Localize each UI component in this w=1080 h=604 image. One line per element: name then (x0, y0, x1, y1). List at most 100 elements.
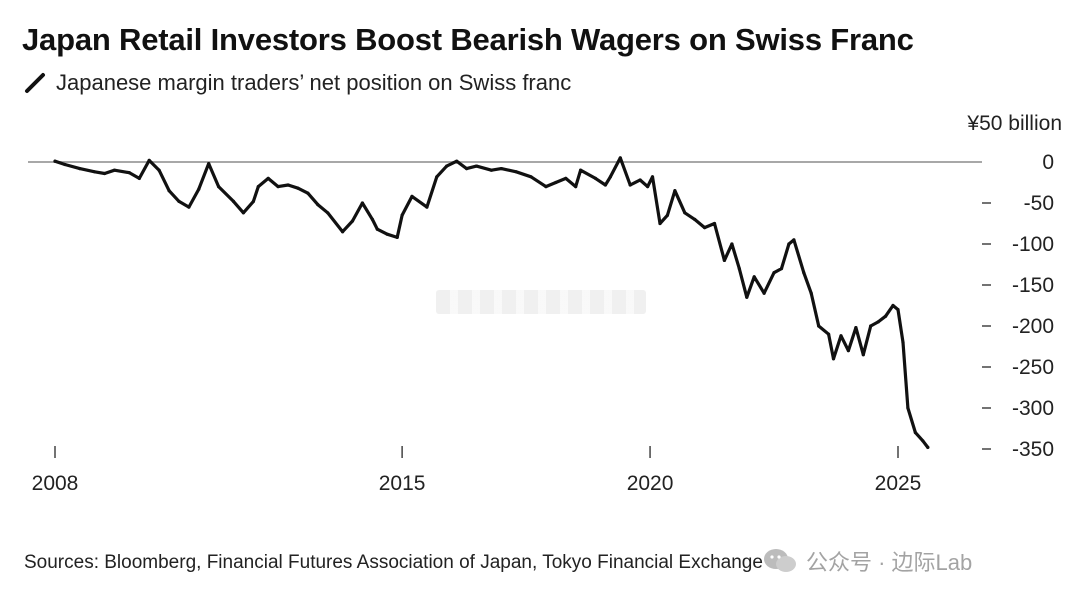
data-point (574, 185, 578, 189)
x-tick-label: 2025 (875, 472, 922, 495)
data-point (876, 320, 880, 324)
data-point (665, 213, 670, 217)
data-point (435, 175, 439, 179)
y-tick-label: -150 (1012, 274, 1054, 297)
data-point (817, 324, 821, 328)
data-point (326, 211, 330, 215)
data-point (891, 303, 895, 308)
data-point (286, 183, 290, 187)
data-point (772, 271, 776, 275)
data-point (779, 267, 784, 271)
data-point (217, 185, 221, 189)
data-point (564, 176, 568, 180)
data-point (207, 162, 211, 166)
watermark: 公众号 · 边际Lab (762, 545, 972, 577)
data-point (445, 164, 449, 168)
data-point (256, 185, 260, 189)
data-point (896, 308, 900, 312)
data-point (638, 178, 642, 182)
data-point (745, 295, 749, 299)
data-point (53, 159, 57, 163)
data-point (809, 291, 813, 295)
data-point (400, 213, 404, 217)
data-point (514, 170, 518, 174)
data-point (465, 167, 469, 171)
x-tick-label: 2020 (627, 472, 674, 495)
data-point (884, 314, 888, 318)
data-point (839, 334, 843, 338)
data-point (167, 189, 171, 193)
data-point (455, 159, 459, 163)
y-tick-label: -300 (1012, 397, 1054, 420)
data-point (103, 171, 107, 176)
data-point (913, 431, 918, 435)
data-point (554, 180, 558, 185)
data-point (673, 189, 677, 193)
data-point (410, 194, 414, 198)
data-point (137, 176, 141, 180)
data-point (425, 205, 429, 209)
data-point (762, 291, 766, 295)
data-point (499, 167, 503, 171)
data-point (906, 406, 910, 410)
data-point (722, 258, 727, 262)
data-point (861, 353, 865, 357)
wechat-icon (764, 549, 796, 572)
data-point (197, 187, 201, 191)
y-axis-unit-label: ¥50 billion (967, 112, 1062, 135)
data-point (241, 211, 245, 215)
series-group (53, 156, 930, 449)
legend: Japanese margin traders’ net position on… (24, 70, 571, 96)
y-tick-label: -50 (1024, 192, 1054, 215)
x-axis: 2008 2015 2020 2025 (32, 446, 922, 495)
data-point (370, 217, 374, 221)
data-point (628, 183, 632, 187)
y-tick-label: 0 (1042, 151, 1054, 174)
data-point (385, 232, 389, 236)
data-point (395, 235, 399, 239)
data-point (693, 217, 697, 221)
series-line (53, 156, 930, 449)
y-tick-label: -100 (1012, 233, 1054, 256)
y-tick-label: -250 (1012, 356, 1054, 379)
x-tick-label: 2015 (379, 472, 426, 495)
data-point (375, 227, 379, 231)
data-point (802, 271, 806, 275)
y-tick-label: -200 (1012, 315, 1054, 338)
data-point (147, 158, 151, 162)
data-point (730, 242, 734, 246)
data-point (341, 230, 345, 234)
data-point (603, 183, 608, 187)
data-point (231, 199, 236, 203)
legend-label: Japanese margin traders’ net position on… (56, 70, 572, 95)
source-note: Sources: Bloomberg, Financial Futures As… (24, 552, 763, 573)
data-point (683, 211, 687, 215)
data-point (350, 219, 355, 223)
data-point (251, 199, 255, 203)
data-point (316, 203, 320, 207)
watermark-text: 公众号 · 边际Lab (806, 550, 973, 575)
data-point (93, 170, 97, 174)
data-point (266, 176, 270, 180)
data-point (157, 168, 161, 172)
data-point (901, 340, 905, 344)
data-point (529, 175, 533, 179)
data-point (112, 168, 117, 172)
data-point (854, 326, 858, 330)
data-point (593, 176, 598, 180)
data-point (618, 156, 622, 160)
data-point (306, 191, 310, 195)
data-point (650, 175, 655, 179)
x-tick-label: 2008 (32, 472, 79, 495)
data-point (579, 168, 583, 172)
data-point (712, 221, 717, 226)
y-axis: 0 -50 -100 -150 -200 -250 -300 -350 (982, 151, 1054, 461)
data-point (846, 349, 851, 353)
chart-title: Japan Retail Investors Boost Bearish Wag… (22, 22, 914, 57)
data-point (544, 185, 548, 189)
data-point (646, 185, 650, 189)
data-point (737, 267, 741, 271)
blurred-overlay (436, 290, 646, 314)
data-point (489, 168, 493, 172)
data-point (177, 199, 181, 203)
